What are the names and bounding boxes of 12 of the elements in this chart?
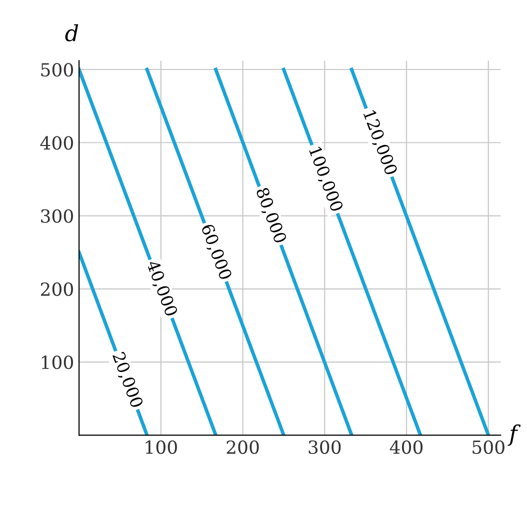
y-tick-label: 100 <box>42 355 73 370</box>
y-tick-label: 400 <box>40 136 73 150</box>
y-tick-label: 500 <box>41 62 73 77</box>
y-tick-label: 200 <box>40 282 73 296</box>
x-tick-label: 100 <box>146 440 177 454</box>
x-tick-label: 200 <box>226 440 259 454</box>
y-tick-label: 300 <box>41 209 73 223</box>
x-tick-label: 400 <box>390 440 423 454</box>
x-tick-label: 500 <box>472 440 504 454</box>
x-axis-title: f <box>508 424 521 446</box>
x-tick-label: 300 <box>308 440 341 454</box>
y-axis-title: d <box>65 24 78 42</box>
